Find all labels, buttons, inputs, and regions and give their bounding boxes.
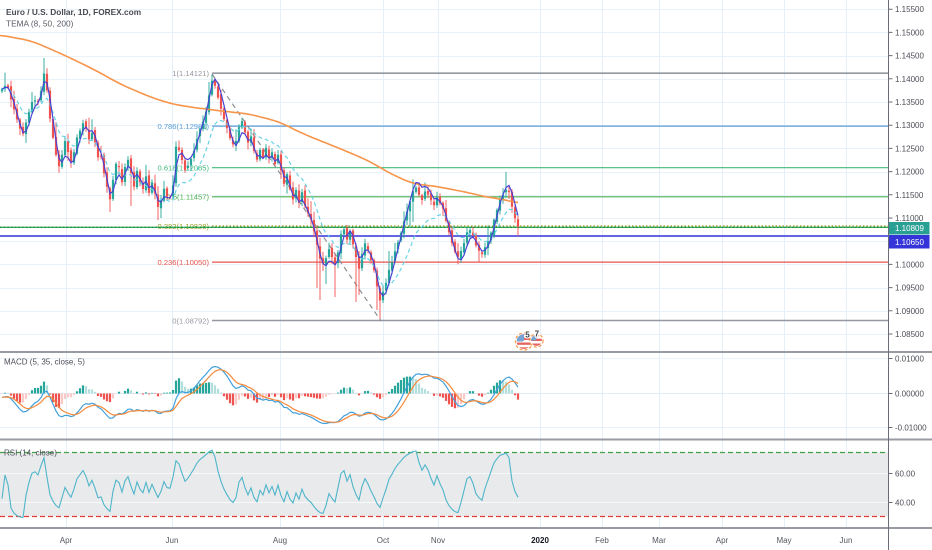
svg-text:Jun: Jun: [166, 536, 179, 545]
svg-text:1.10650: 1.10650: [895, 238, 924, 247]
svg-text:0.618(1.12085): 0.618(1.12085): [157, 164, 209, 173]
svg-text:1.14500: 1.14500: [895, 52, 924, 61]
svg-text:Feb: Feb: [595, 536, 609, 545]
svg-text:1.09000: 1.09000: [895, 307, 924, 316]
svg-text:1.12500: 1.12500: [895, 144, 924, 153]
svg-text:0(1.08792): 0(1.08792): [172, 316, 209, 325]
svg-text:1.13500: 1.13500: [895, 98, 924, 107]
svg-text:1.11000: 1.11000: [895, 214, 924, 223]
svg-text:Aug: Aug: [273, 536, 287, 545]
svg-text:1.15000: 1.15000: [895, 28, 924, 37]
svg-text:1.13000: 1.13000: [895, 121, 924, 130]
svg-text:RSI (14, close): RSI (14, close): [4, 449, 57, 458]
svg-text:Apr: Apr: [716, 536, 729, 545]
svg-text:Jun: Jun: [840, 536, 853, 545]
svg-text:Nov: Nov: [431, 536, 445, 545]
svg-text:1.09500: 1.09500: [895, 284, 924, 293]
svg-text:1.10000: 1.10000: [895, 260, 924, 269]
svg-text:1(1.14121): 1(1.14121): [172, 69, 209, 78]
svg-text:1.14000: 1.14000: [895, 75, 924, 84]
svg-text:May: May: [776, 536, 791, 545]
svg-text:60.00: 60.00: [895, 470, 916, 479]
svg-text:5: 5: [525, 331, 530, 340]
svg-text:1.12000: 1.12000: [895, 168, 924, 177]
svg-text:0.382(1.10828): 0.382(1.10828): [157, 222, 209, 231]
svg-text:TEMA (8, 50, 200): TEMA (8, 50, 200): [6, 19, 74, 29]
svg-text:0.01000: 0.01000: [895, 355, 924, 364]
svg-text:1.15500: 1.15500: [895, 5, 924, 14]
svg-text:1.10809: 1.10809: [895, 224, 924, 233]
svg-text:Mar: Mar: [652, 536, 666, 545]
svg-text:1.11500: 1.11500: [895, 191, 924, 200]
svg-text:0.5(1.11457): 0.5(1.11457): [167, 193, 210, 202]
svg-text:0.786(1.12981): 0.786(1.12981): [157, 122, 209, 131]
svg-text:-0.01000: -0.01000: [895, 424, 927, 433]
svg-text:7: 7: [535, 330, 540, 339]
svg-text:0.236(1.10050): 0.236(1.10050): [157, 258, 209, 267]
svg-text:1.08500: 1.08500: [895, 330, 924, 339]
svg-text:40.00: 40.00: [895, 499, 916, 508]
svg-text:Euro / U.S. Dollar, 1D, FOREX.: Euro / U.S. Dollar, 1D, FOREX.com: [6, 7, 141, 17]
svg-text:2020: 2020: [531, 536, 549, 545]
svg-text:Apr: Apr: [60, 536, 73, 545]
svg-text:0.00000: 0.00000: [895, 390, 924, 399]
svg-text:MACD (5, 35, close, 5): MACD (5, 35, close, 5): [4, 358, 85, 367]
svg-text:Oct: Oct: [377, 536, 390, 545]
